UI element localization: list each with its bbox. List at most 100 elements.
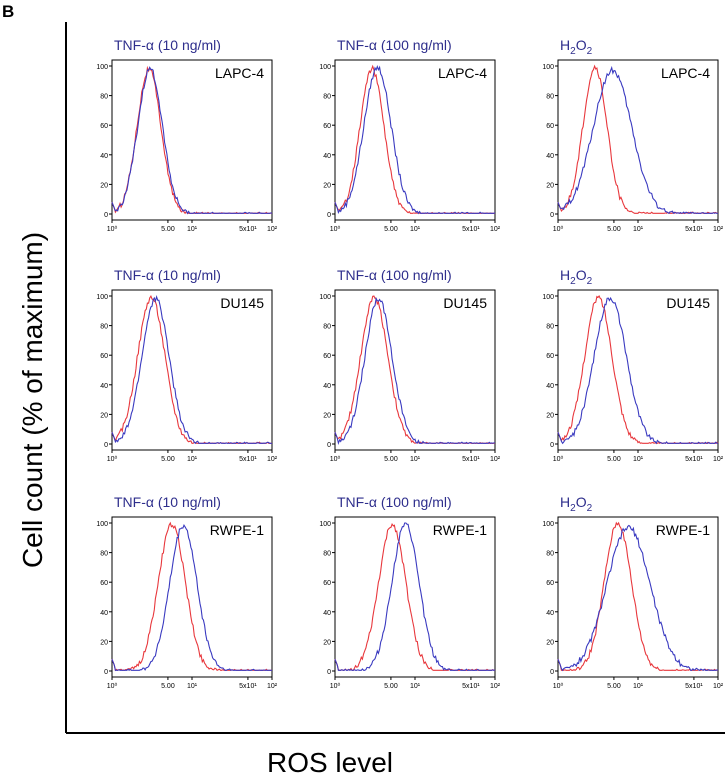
x-tick-label: 10⁰ <box>330 225 341 233</box>
y-tick-label: 100 <box>542 521 554 528</box>
blue-histogram-line <box>111 523 272 672</box>
cell-line-label: LAPC-4 <box>438 65 487 81</box>
y-tick-label: 60 <box>323 123 331 130</box>
blue-histogram-line <box>557 296 718 445</box>
y-tick-label: 20 <box>323 412 331 419</box>
y-tick-label: 100 <box>319 521 331 528</box>
figure-y-label: Cell count (% of maximum) <box>17 232 48 568</box>
x-tick-label: 10¹ <box>633 456 644 463</box>
x-tick-label: 5x10¹ <box>239 226 257 233</box>
x-tick-label: 5.00 <box>607 683 621 690</box>
x-tick-label: 5x10¹ <box>239 456 257 463</box>
x-tick-label: 5x10¹ <box>685 683 703 690</box>
y-tick-label: 60 <box>323 580 331 587</box>
y-tick-label: 100 <box>542 64 554 71</box>
x-tick-label: 5.00 <box>607 456 621 463</box>
panel-title: H2O2 <box>560 267 593 287</box>
histogram-panels: TNF-α (10 ng/ml) LAPC-4 0 20 40 60 80 100 10⁰ 5.0… <box>96 37 723 690</box>
y-tick-label: 40 <box>100 610 108 617</box>
y-tick-label: 100 <box>96 64 108 71</box>
y-tick-label: 100 <box>96 294 108 301</box>
y-tick-label: 0 <box>327 212 331 219</box>
x-tick-label: 5.00 <box>607 226 621 233</box>
plot-frame <box>111 516 273 678</box>
histogram-panel: TNF-α (10 ng/ml) DU145 0 20 40 60 80 100 10⁰ 5.00… <box>96 267 277 463</box>
y-tick-label: 40 <box>546 383 554 390</box>
x-tick-label: 10⁰ <box>107 455 118 463</box>
blue-histogram-line <box>334 296 496 445</box>
x-tick-label: 10² <box>713 226 724 233</box>
x-tick-label: 10² <box>713 683 724 690</box>
x-tick-label: 5.00 <box>161 456 175 463</box>
panel-title: TNF-α (10 ng/ml) <box>114 37 221 53</box>
x-tick-label: 10² <box>267 226 278 233</box>
x-tick-label: 10² <box>267 456 278 463</box>
y-tick-label: 20 <box>100 412 108 419</box>
blue-histogram-line <box>557 524 719 672</box>
y-tick-label: 40 <box>323 383 331 390</box>
y-tick-label: 100 <box>542 294 554 301</box>
y-tick-label: 20 <box>546 639 554 646</box>
y-tick-label: 40 <box>323 153 331 160</box>
panel-title: TNF-α (10 ng/ml) <box>114 267 221 283</box>
plot-frame <box>557 59 719 221</box>
y-tick-label: 80 <box>323 324 331 331</box>
y-tick-label: 0 <box>104 669 108 676</box>
x-tick-label: 10¹ <box>187 456 198 463</box>
y-tick-label: 0 <box>550 442 554 449</box>
y-tick-label: 100 <box>319 64 331 71</box>
y-tick-label: 20 <box>546 182 554 189</box>
histogram-panel: H2O2 RWPE-1 0 20 40 60 80 100 10⁰ 5.00 10¹ 5x10¹ 10² <box>542 494 723 690</box>
y-tick-label: 0 <box>327 669 331 676</box>
y-tick-label: 80 <box>546 94 554 101</box>
y-tick-label: 60 <box>100 580 108 587</box>
histogram-panel: TNF-α (10 ng/ml) LAPC-4 0 20 40 60 80 100 10⁰ 5.0… <box>96 37 277 233</box>
x-tick-label: 10¹ <box>410 226 421 233</box>
y-tick-label: 20 <box>100 639 108 646</box>
x-tick-label: 10² <box>490 683 501 690</box>
x-tick-label: 10⁰ <box>330 682 341 690</box>
cell-line-label: LAPC-4 <box>661 65 710 81</box>
y-tick-label: 40 <box>546 610 554 617</box>
x-tick-label: 10⁰ <box>107 225 118 233</box>
y-tick-label: 60 <box>323 353 331 360</box>
y-tick-label: 40 <box>546 153 554 160</box>
cell-line-label: RWPE-1 <box>210 522 264 538</box>
x-tick-label: 10² <box>267 683 278 690</box>
x-tick-label: 10⁰ <box>107 682 118 690</box>
x-tick-label: 5.00 <box>161 683 175 690</box>
y-tick-label: 40 <box>100 383 108 390</box>
x-tick-label: 10² <box>713 456 724 463</box>
x-tick-label: 10⁰ <box>330 455 341 463</box>
y-tick-label: 80 <box>546 551 554 558</box>
cell-line-label: LAPC-4 <box>215 65 264 81</box>
y-tick-label: 60 <box>100 123 108 130</box>
y-tick-label: 100 <box>96 521 108 528</box>
x-tick-label: 5x10¹ <box>685 226 703 233</box>
y-tick-label: 60 <box>100 353 108 360</box>
cell-line-label: RWPE-1 <box>656 522 710 538</box>
y-tick-label: 60 <box>546 123 554 130</box>
plot-frame <box>111 59 273 221</box>
panel-title: TNF-α (100 ng/ml) <box>337 267 452 283</box>
x-tick-label: 10⁰ <box>553 225 564 233</box>
panel-title: H2O2 <box>560 494 593 514</box>
panel-title: TNF-α (100 ng/ml) <box>337 37 452 53</box>
y-tick-label: 60 <box>546 580 554 587</box>
panel-title: H2O2 <box>560 37 593 57</box>
x-tick-label: 10¹ <box>633 226 644 233</box>
y-tick-label: 60 <box>546 353 554 360</box>
x-tick-label: 5.00 <box>161 226 175 233</box>
y-tick-label: 80 <box>100 94 108 101</box>
x-tick-label: 5.00 <box>384 226 398 233</box>
histogram-panel: TNF-α (100 ng/ml) DU145 0 20 40 60 80 100 10⁰ 5.0… <box>319 267 500 463</box>
y-tick-label: 40 <box>100 153 108 160</box>
plot-frame <box>111 289 273 451</box>
plot-frame <box>334 516 496 678</box>
x-tick-label: 10¹ <box>187 683 198 690</box>
y-tick-label: 0 <box>550 212 554 219</box>
blue-histogram-line <box>111 66 273 215</box>
x-tick-label: 10¹ <box>410 683 421 690</box>
cell-line-label: RWPE-1 <box>433 522 487 538</box>
y-tick-label: 0 <box>104 212 108 219</box>
